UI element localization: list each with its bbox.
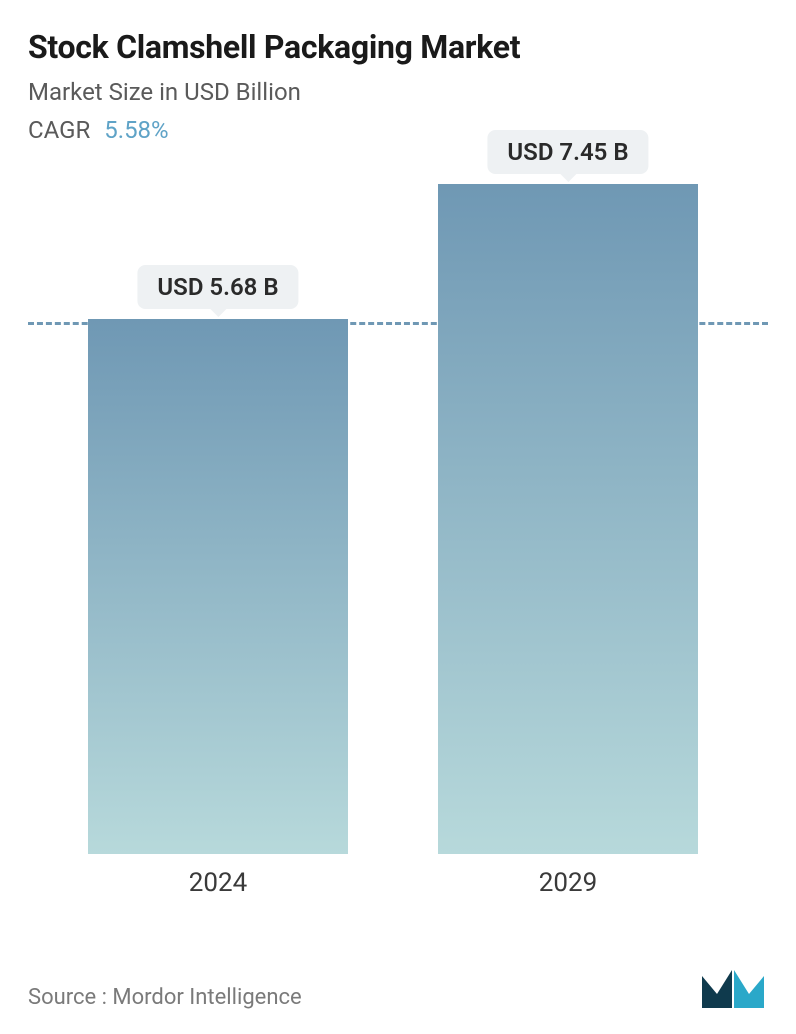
bar-2029: USD 7.45 B [438, 184, 698, 854]
value-label-2024: USD 5.68 B [137, 265, 298, 309]
bar-fill-2029 [438, 184, 698, 854]
chart-subtitle: Market Size in USD Billion [28, 78, 768, 106]
value-label-2029: USD 7.45 B [487, 130, 648, 174]
bar-fill-2024 [88, 319, 348, 854]
source-text: Source : Mordor Intelligence [28, 985, 302, 1010]
cagr-row: CAGR 5.58% [28, 116, 768, 144]
bar-2024: USD 5.68 B [88, 319, 348, 854]
chart-area: USD 5.68 B 2024 USD 7.45 B 2029 [28, 174, 768, 904]
year-label-2029: 2029 [438, 868, 698, 898]
cagr-label: CAGR [28, 116, 90, 144]
year-label-2024: 2024 [88, 868, 348, 898]
chart-title: Stock Clamshell Packaging Market [28, 28, 768, 66]
mordor-logo-icon [700, 962, 768, 1010]
footer: Source : Mordor Intelligence [28, 962, 768, 1010]
cagr-value: 5.58% [104, 116, 168, 144]
